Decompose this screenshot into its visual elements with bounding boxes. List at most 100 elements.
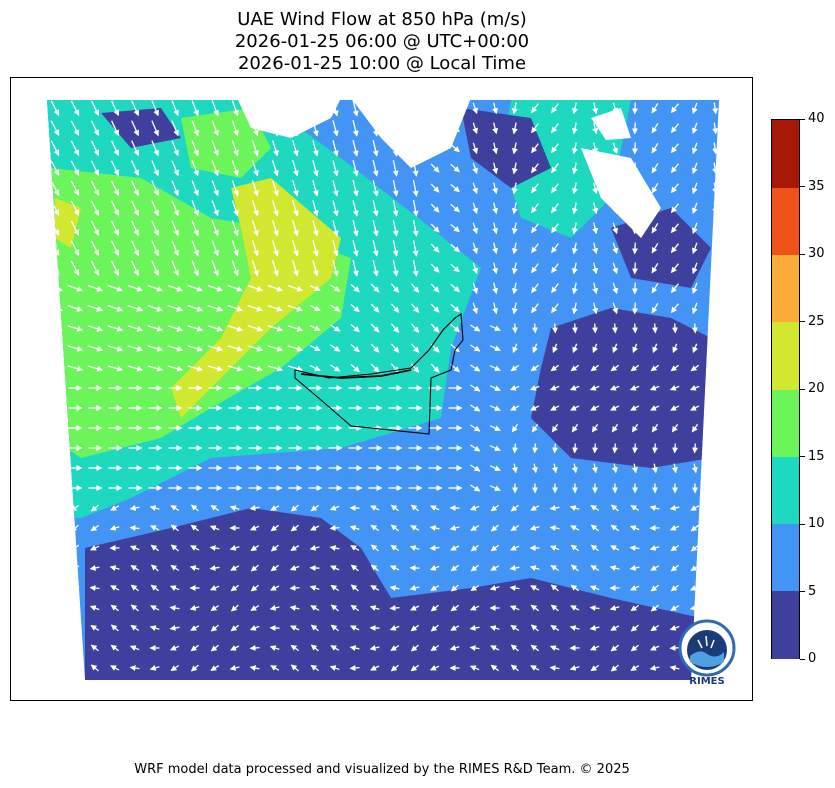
wind-arrow bbox=[292, 240, 299, 257]
wind-vectors bbox=[47, 100, 719, 672]
wind-arrow bbox=[510, 624, 520, 632]
wind-arrow bbox=[370, 564, 379, 572]
wind-arrow bbox=[670, 103, 680, 114]
colorbar-tick-label: 30 bbox=[808, 246, 825, 261]
wind-arrow bbox=[251, 260, 259, 277]
wind-arrow bbox=[529, 524, 540, 531]
uae-border-outline bbox=[294, 313, 464, 435]
wind-arrow bbox=[107, 325, 124, 332]
wind-arrow bbox=[390, 544, 400, 552]
wind-arrow bbox=[70, 240, 80, 256]
wind-arrow bbox=[251, 200, 259, 217]
wind-arrow bbox=[691, 202, 698, 215]
colorbar-segment bbox=[772, 456, 799, 524]
wind-arrow bbox=[511, 242, 518, 255]
wind-arrow bbox=[370, 665, 380, 671]
wind-arrow bbox=[612, 222, 618, 235]
wind-arrow bbox=[289, 605, 300, 612]
wind-arrow bbox=[349, 664, 360, 671]
wind-arrow bbox=[169, 645, 180, 651]
wind-arrow bbox=[370, 524, 380, 532]
wind-arrow bbox=[332, 120, 339, 137]
wind-arrow bbox=[410, 525, 420, 531]
map-title-line-2: 2026-01-25 06:00 @ UTC+00:00 bbox=[234, 31, 530, 52]
wind-arrow bbox=[370, 283, 380, 293]
wind-arrow bbox=[450, 263, 460, 273]
wind-arrow bbox=[609, 565, 620, 572]
colorbar-tick bbox=[800, 118, 805, 120]
wind-arrow bbox=[147, 284, 164, 292]
wind-arrow bbox=[692, 343, 698, 354]
wind-arrow bbox=[270, 665, 280, 671]
wind-arrow bbox=[352, 220, 359, 237]
wind-arrow bbox=[530, 624, 539, 632]
wind-arrow bbox=[269, 645, 280, 652]
wind-arrow bbox=[472, 302, 478, 315]
wind-arrow bbox=[309, 345, 321, 351]
wind-arrow bbox=[690, 364, 699, 372]
wind-arrow bbox=[512, 443, 519, 454]
wind-arrow bbox=[90, 260, 100, 277]
wind-arrow bbox=[589, 645, 600, 651]
wind-arrow bbox=[309, 585, 320, 592]
wind-arrow bbox=[209, 585, 220, 591]
wind-arrow bbox=[712, 443, 719, 454]
wind-arrow bbox=[250, 605, 260, 611]
wind-arrow bbox=[251, 240, 259, 257]
wind-arrow bbox=[211, 100, 219, 117]
wind-arrow bbox=[167, 345, 184, 352]
wind-arrow bbox=[350, 303, 360, 313]
wind-arrow bbox=[49, 624, 60, 631]
wind-arrow bbox=[107, 284, 124, 292]
wind-arrow bbox=[130, 624, 140, 632]
wind-arrow bbox=[209, 545, 220, 552]
wind-arrow bbox=[147, 304, 164, 312]
wind-arrow bbox=[489, 465, 501, 471]
wind-arrow bbox=[207, 345, 224, 352]
wind-arrow bbox=[450, 163, 460, 173]
wind-arrow bbox=[50, 180, 60, 196]
wind-arrow bbox=[612, 443, 619, 454]
wind-arrow bbox=[211, 160, 219, 177]
wind-arrow bbox=[129, 645, 140, 651]
wind-arrow bbox=[271, 100, 279, 117]
wind-arrow bbox=[492, 122, 499, 135]
wind-arrow bbox=[329, 565, 340, 571]
wind-arrow bbox=[470, 424, 481, 432]
credit-footer: WRF model data processed and visualized … bbox=[134, 762, 630, 777]
wind-arrow bbox=[651, 323, 658, 334]
wind-arrow bbox=[329, 665, 340, 672]
wind-arrow bbox=[270, 544, 279, 552]
wind-arrow bbox=[551, 323, 558, 334]
wind-arrow bbox=[191, 100, 199, 117]
wind-arrow bbox=[669, 665, 680, 672]
wind-arrow bbox=[230, 604, 239, 612]
wind-arrow bbox=[70, 180, 80, 196]
wind-arrow bbox=[712, 162, 719, 175]
wind-arrow bbox=[229, 664, 240, 671]
wind-arrow bbox=[430, 585, 440, 591]
wind-arrow bbox=[412, 159, 419, 177]
colorbar-tick-label: 5 bbox=[808, 583, 817, 599]
wind-arrow bbox=[171, 180, 179, 197]
wind-arrow bbox=[531, 303, 539, 314]
wind-arrow bbox=[592, 122, 599, 135]
wind-arrow bbox=[392, 200, 399, 217]
wind-arrow bbox=[89, 585, 100, 592]
wind-arrow bbox=[110, 585, 120, 591]
wind-arrow bbox=[712, 343, 718, 354]
wind-arrow bbox=[691, 162, 698, 175]
wind-arrow bbox=[131, 200, 139, 217]
wind-arrow bbox=[130, 584, 139, 592]
wind-arrow bbox=[709, 565, 719, 571]
wind-arrow bbox=[87, 304, 104, 312]
wind-arrow bbox=[249, 644, 260, 651]
wind-arrow bbox=[429, 505, 440, 511]
wind-arrow bbox=[372, 120, 379, 137]
wind-arrow bbox=[352, 260, 359, 277]
wind-arrow bbox=[329, 545, 340, 552]
wind-arrow bbox=[631, 122, 638, 135]
wind-arrow bbox=[111, 220, 119, 237]
wind-arrow bbox=[690, 524, 699, 532]
wind-arrow bbox=[469, 624, 480, 631]
